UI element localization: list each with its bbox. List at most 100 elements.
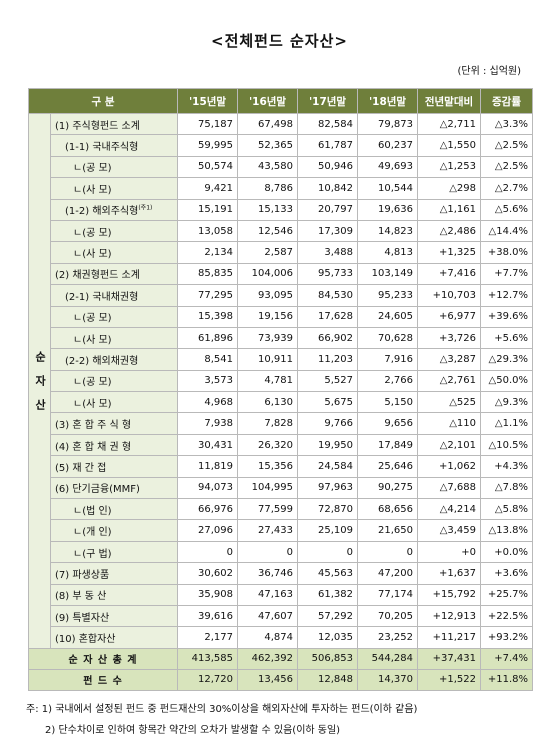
fund-table: 구 분 '15년말 '16년말 '17년말 '18년말 전년말대비 증감률 순 자 산 (1)… [27,88,534,691]
data-row: (9) 특별자산 39,616 47,607 57,292 70,205 +12,913 +… [29,604,534,628]
cell: 4,874 [237,626,299,649]
cell: 544,284 [357,647,419,670]
data-row: ㄴ(사 모) 2,134 2,587 3,488 4,813 +1,325 +38.0% [29,241,534,264]
row-label: ㄴ(구 법) [49,540,179,564]
row-label-text: (2-2) 해외채권형 [65,355,139,367]
cell: 104,006 [237,262,299,286]
cell: +38.0% [480,241,534,264]
cell: 73,939 [237,326,299,350]
cell: 15,133 [237,198,299,221]
cell: △50.0% [480,369,534,393]
cell: 11,819 [177,455,239,478]
cell: 17,309 [297,219,359,243]
cell: +12,913 [417,604,482,628]
footnote-mark: (주1) [138,204,153,212]
cell: △298 [417,177,482,200]
cell: 70,205 [357,604,419,628]
cell: △1,161 [417,198,482,221]
data-row: ㄴ(사 모) 4,968 6,130 5,675 5,150 △525 △9.3% [29,391,534,414]
cell: +1,325 [417,241,482,264]
row-label-text: ㄴ(구 법) [73,548,112,560]
cell: 49,693 [357,155,419,179]
row-label: (3) 혼 합 주 식 형 [49,412,179,435]
row-label-text: ㄴ(공 모) [73,163,112,175]
cell: +6,977 [417,305,482,328]
cell: 84,530 [297,284,359,307]
cell: 10,842 [297,177,359,200]
cell: 4,813 [357,241,419,264]
cell: 21,650 [357,519,419,542]
cell: 8,541 [177,348,239,371]
cell: 30,602 [177,562,239,585]
data-row: ㄴ(사 모) 61,896 73,939 66,902 70,628 +3,726 +5.6… [29,326,534,350]
cell: △2.7% [480,177,534,200]
row-label-text: ㄴ(개 인) [73,527,112,539]
cell: +37,431 [417,647,482,670]
cell: 15,356 [237,455,299,478]
cell: 79,873 [357,112,419,136]
cell: 103,149 [357,262,419,286]
row-label: ㄴ(공 모) [49,305,179,328]
cell: 14,370 [357,668,419,691]
cell: △110 [417,412,482,435]
total-label: 순 자 산 총 계 [27,647,179,670]
cell: 12,848 [297,668,359,691]
cell: 4,781 [237,369,299,393]
row-label-text: (7) 파생상품 [55,569,110,581]
cell: 72,870 [297,498,359,521]
row-label-text: (1-1) 국내주식형 [65,142,139,154]
title: <전체펀드 순자산> [211,32,348,50]
cell: 6,130 [237,391,299,414]
cell: 30,431 [177,433,239,457]
cell: △14.4% [480,219,534,243]
cell: 2,766 [357,369,419,393]
cell: +3.6% [480,562,534,585]
header-cell: '16년말 [237,88,299,114]
cell: 19,156 [237,305,299,328]
header-cell: '17년말 [297,88,359,114]
cell: 2,134 [177,241,239,264]
data-row: ㄴ(구 법) 0 0 0 0 +0 +0.0% [29,540,534,564]
cell: 35,908 [177,583,239,606]
cell: 52,365 [237,134,299,157]
cell: △1.1% [480,412,534,435]
cell: 2,587 [237,241,299,264]
row-label: ㄴ(사 모) [49,241,179,264]
row-label: (1) 주식형펀드 소계 [49,112,179,136]
cell: △13.8% [480,519,534,542]
cell: +3,726 [417,326,482,350]
cell: 95,733 [297,262,359,286]
row-label-text: ㄴ(사 모) [73,249,112,261]
cell: 25,109 [297,519,359,542]
cell: +0 [417,540,482,564]
cell: 95,233 [357,284,419,307]
row-label-text: ㄴ(공 모) [73,313,112,325]
cell: △2.5% [480,134,534,157]
cell: 75,187 [177,112,239,136]
unit: (단위 : 십억원) [457,66,521,77]
cell: +4.3% [480,455,534,478]
cell: 36,746 [237,562,299,585]
data-row: (1-2) 해외주식형(주1) 15,191 15,133 20,797 19,636 △… [29,198,534,221]
cell: 57,292 [297,604,359,628]
cell: +1,062 [417,455,482,478]
row-label-text: (3) 혼 합 주 식 형 [55,420,132,432]
row-label: ㄴ(법 인) [49,498,179,521]
data-row: (8) 부 동 산 35,908 47,163 61,382 77,174 +15,792… [29,583,534,606]
cell: +15,792 [417,583,482,606]
cell: 27,433 [237,519,299,542]
cell: 27,096 [177,519,239,542]
header-row: 구 분 '15년말 '16년말 '17년말 '18년말 전년말대비 증감률 [27,88,534,114]
header-cell: 증감률 [480,88,534,114]
cell: 61,787 [297,134,359,157]
cell: △9.3% [480,391,534,414]
data-row: ㄴ(공 모) 3,573 4,781 5,527 2,766 △2,761 △50.0% [29,369,534,393]
cell: 10,911 [237,348,299,371]
cell: 5,527 [297,369,359,393]
cell: 12,720 [177,668,239,691]
cell: 77,599 [237,498,299,521]
row-label: ㄴ(사 모) [49,177,179,200]
cell: 7,938 [177,412,239,435]
cell: 61,382 [297,583,359,606]
